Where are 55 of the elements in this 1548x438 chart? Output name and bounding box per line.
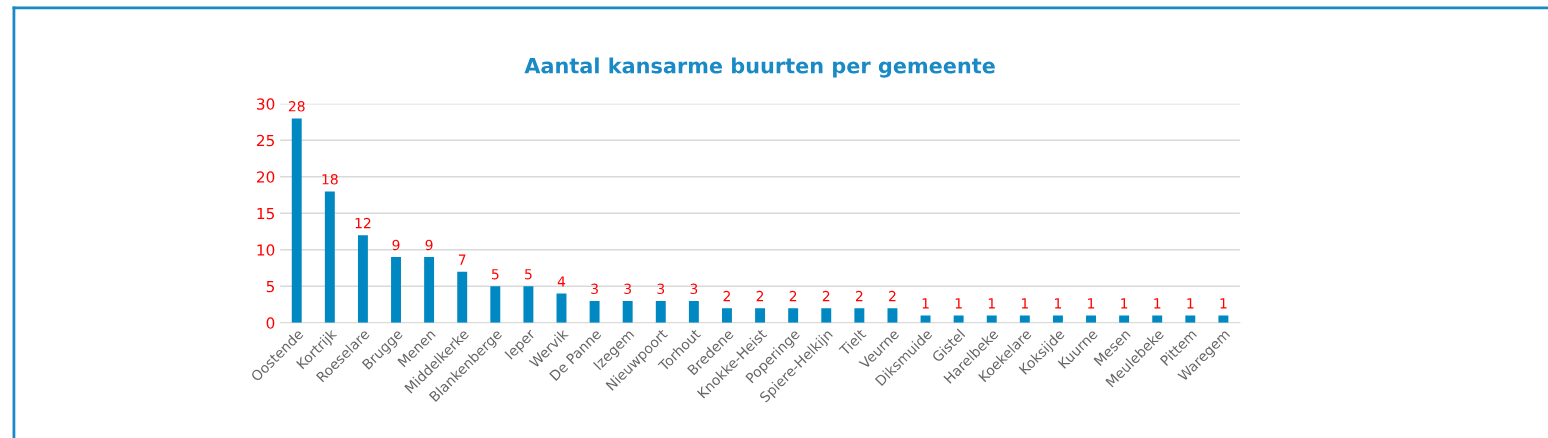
bar <box>391 257 401 323</box>
data-label: 3 <box>690 283 698 295</box>
data-label: 28 <box>288 101 305 112</box>
data-label: 2 <box>789 290 797 302</box>
y-tick-label: 30 <box>257 98 275 110</box>
bar <box>523 286 534 323</box>
data-label: 1 <box>988 298 995 309</box>
data-label: 4 <box>557 276 566 287</box>
bar <box>755 308 766 323</box>
chart-title: Aantal kansarme buurten per gemeente <box>524 57 995 78</box>
data-label: 3 <box>591 283 598 295</box>
data-label: 1 <box>1220 298 1227 309</box>
data-label: 1 <box>1021 298 1028 309</box>
data-label: 1 <box>1088 298 1095 309</box>
bar <box>722 308 732 323</box>
bar <box>490 286 501 323</box>
y-tick-label: 25 <box>257 134 274 147</box>
data-label: 7 <box>458 254 466 265</box>
data-label: 3 <box>624 283 631 295</box>
bar <box>622 300 633 323</box>
data-label: 1 <box>1121 298 1128 309</box>
data-label: 5 <box>491 269 499 280</box>
y-tick-label: 0 <box>266 317 275 329</box>
bar <box>457 271 468 323</box>
data-label: 3 <box>657 283 665 295</box>
data-label: 12 <box>355 217 371 229</box>
data-label: 1 <box>1154 298 1161 309</box>
bar <box>291 118 302 323</box>
data-label: 5 <box>525 269 532 280</box>
data-label: 9 <box>392 239 400 251</box>
data-label: 18 <box>322 174 338 185</box>
data-label: 2 <box>855 290 863 302</box>
bar <box>854 308 865 323</box>
data-label: 2 <box>822 290 830 302</box>
data-label: 2 <box>723 290 730 302</box>
bar <box>887 308 898 323</box>
data-label: 1 <box>1187 298 1194 309</box>
y-tick-label: 20 <box>257 171 275 183</box>
bar <box>357 235 368 323</box>
data-label: 1 <box>955 298 962 309</box>
y-tick-label: 5 <box>266 280 274 293</box>
y-tick-label: 10 <box>257 244 275 256</box>
data-label: 9 <box>425 239 433 251</box>
bar <box>821 308 832 323</box>
data-label: 2 <box>756 290 764 302</box>
bar <box>688 300 699 323</box>
bar <box>324 191 335 323</box>
bar <box>655 300 666 323</box>
y-tick-label: 15 <box>257 207 274 220</box>
data-label: 1 <box>922 298 929 309</box>
bar <box>424 257 435 323</box>
data-label: 2 <box>889 290 896 302</box>
bar <box>788 308 799 323</box>
bar <box>589 300 600 323</box>
data-label: 1 <box>1055 298 1062 309</box>
